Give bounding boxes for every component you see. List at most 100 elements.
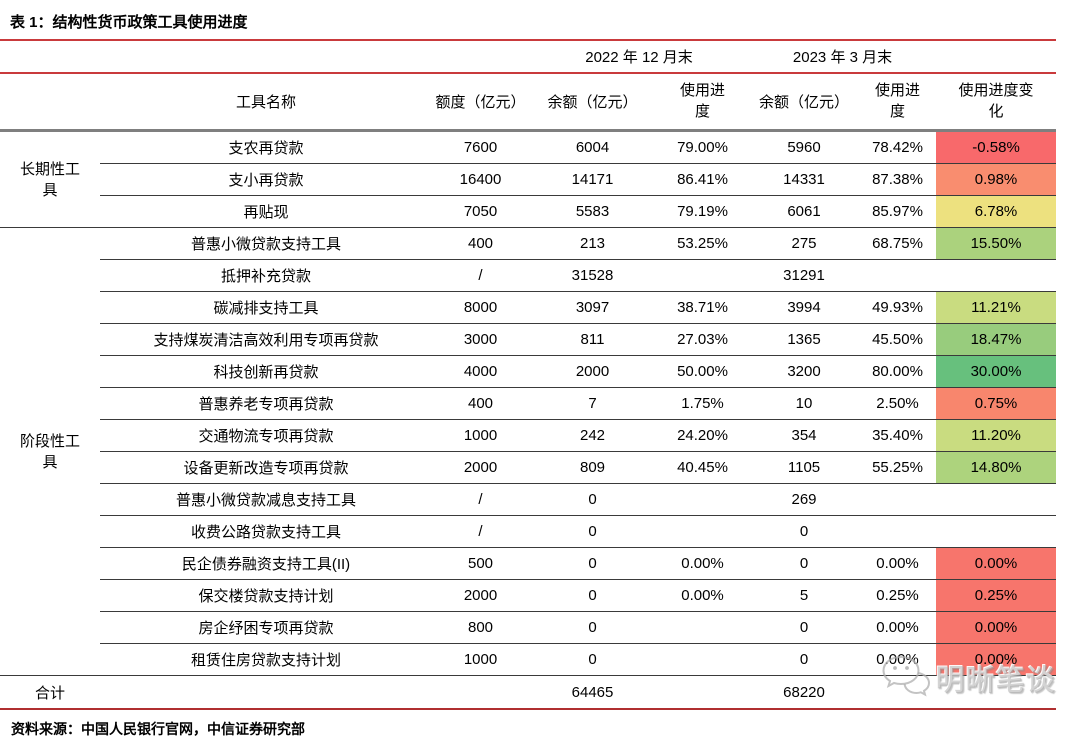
cell-progress-change: -0.58% xyxy=(936,130,1057,164)
table-row: 支小再贷款 16400 14171 86.41% 14331 87.38% 0.… xyxy=(0,163,1057,196)
cell-balance-2023: 5 xyxy=(749,579,860,612)
period-2022-header: 2022 年 12 月末 xyxy=(529,41,750,74)
cell-tool-name: 房企纾困专项再贷款 xyxy=(100,611,432,644)
column-header-spacer xyxy=(0,73,100,132)
cell-tool-name: 民企债券融资支持工具(II) xyxy=(100,547,432,580)
column-header-balance-2022: 余额（亿元） xyxy=(529,73,657,132)
cell-quota: 16400 xyxy=(432,163,530,196)
cell-balance-2023: 0 xyxy=(749,643,860,676)
table-row: 收费公路贷款支持工具 / 0 0 xyxy=(0,515,1057,548)
cell-progress-2022 xyxy=(656,259,750,292)
table-row: 碳减排支持工具 8000 3097 38.71% 3994 49.93% 11.… xyxy=(0,291,1057,324)
cell-balance-2023: 354 xyxy=(749,419,860,452)
group-label-phased: 阶段性工具 xyxy=(0,227,100,676)
cell-progress-change: 0.25% xyxy=(936,579,1057,612)
cell-quota: 800 xyxy=(432,611,530,644)
table-row: 房企纾困专项再贷款 800 0 0 0.00% 0.00% xyxy=(0,611,1057,644)
cell-progress-2023: 0.00% xyxy=(859,643,937,676)
cell-progress-2022: 40.45% xyxy=(656,451,750,484)
table-row: 再贴现 7050 5583 79.19% 6061 85.97% 6.78% xyxy=(0,195,1057,228)
cell-balance-2022: 0 xyxy=(529,515,657,548)
cell-balance-2022: 809 xyxy=(529,451,657,484)
cell-progress-2022: 79.00% xyxy=(656,130,750,164)
cell-progress-change: 14.80% xyxy=(936,451,1057,484)
column-header-progress-change: 使用进度变化 xyxy=(936,73,1057,132)
cell-balance-2022: 31528 xyxy=(529,259,657,292)
table-row: 租赁住房贷款支持计划 1000 0 0 0.00% 0.00% xyxy=(0,643,1057,676)
cell-balance-2023: 0 xyxy=(749,611,860,644)
cell-progress-change: 0.00% xyxy=(936,643,1057,676)
column-header-progress-2022: 使用进度 xyxy=(656,73,750,132)
cell-quota: 3000 xyxy=(432,323,530,356)
total-spacer xyxy=(432,675,530,710)
period-header-row: 2022 年 12 月末 2023 年 3 月末 xyxy=(0,41,1057,74)
total-balance-2023: 68220 xyxy=(749,675,860,710)
cell-progress-change xyxy=(936,483,1057,516)
cell-balance-2023: 275 xyxy=(749,227,860,260)
cell-balance-2022: 213 xyxy=(529,227,657,260)
cell-quota: 400 xyxy=(432,227,530,260)
page-title: 表 1：结构性货币政策工具使用进度 xyxy=(0,0,1056,41)
cell-progress-2023: 0.25% xyxy=(859,579,937,612)
cell-progress-change xyxy=(936,515,1057,548)
table-row: 支持煤炭清洁高效利用专项再贷款 3000 811 27.03% 1365 45.… xyxy=(0,323,1057,356)
column-header-quota: 额度（亿元） xyxy=(432,73,530,132)
cell-tool-name: 再贴现 xyxy=(100,195,432,228)
cell-tool-name: 收费公路贷款支持工具 xyxy=(100,515,432,548)
cell-progress-change: 11.20% xyxy=(936,419,1057,452)
table-row: 科技创新再贷款 4000 2000 50.00% 3200 80.00% 30.… xyxy=(0,355,1057,388)
cell-tool-name: 普惠小微贷款减息支持工具 xyxy=(100,483,432,516)
cell-progress-2023: 87.38% xyxy=(859,163,937,196)
cell-quota: 1000 xyxy=(432,419,530,452)
cell-progress-change: 30.00% xyxy=(936,355,1057,388)
cell-tool-name: 租赁住房贷款支持计划 xyxy=(100,643,432,676)
cell-progress-2023 xyxy=(859,515,937,548)
column-header-tool-name: 工具名称 xyxy=(100,73,432,132)
cell-balance-2022: 2000 xyxy=(529,355,657,388)
cell-quota: 7050 xyxy=(432,195,530,228)
total-spacer xyxy=(100,675,432,710)
cell-progress-change: 11.21% xyxy=(936,291,1057,324)
cell-balance-2022: 0 xyxy=(529,611,657,644)
cell-tool-name: 碳减排支持工具 xyxy=(100,291,432,324)
column-header-balance-2023: 余额（亿元） xyxy=(749,73,860,132)
cell-balance-2022: 5583 xyxy=(529,195,657,228)
cell-tool-name: 支小再贷款 xyxy=(100,163,432,196)
cell-balance-2023: 1365 xyxy=(749,323,860,356)
cell-progress-2022: 53.25% xyxy=(656,227,750,260)
total-spacer xyxy=(859,675,937,710)
cell-balance-2023: 31291 xyxy=(749,259,860,292)
cell-progress-change: 15.50% xyxy=(936,227,1057,260)
cell-balance-2022: 0 xyxy=(529,547,657,580)
cell-tool-name: 普惠养老专项再贷款 xyxy=(100,387,432,420)
cell-progress-change: 0.98% xyxy=(936,163,1057,196)
cell-balance-2023: 0 xyxy=(749,547,860,580)
cell-quota: 400 xyxy=(432,387,530,420)
cell-quota: 7600 xyxy=(432,130,530,164)
table-row: 设备更新改造专项再贷款 2000 809 40.45% 1105 55.25% … xyxy=(0,451,1057,484)
cell-progress-2023: 2.50% xyxy=(859,387,937,420)
total-label: 合计 xyxy=(0,675,100,710)
cell-progress-2022: 38.71% xyxy=(656,291,750,324)
cell-balance-2023: 6061 xyxy=(749,195,860,228)
cell-progress-2023: 80.00% xyxy=(859,355,937,388)
cell-progress-change: 18.47% xyxy=(936,323,1057,356)
cell-balance-2023: 10 xyxy=(749,387,860,420)
cell-tool-name: 支持煤炭清洁高效利用专项再贷款 xyxy=(100,323,432,356)
cell-quota: / xyxy=(432,483,530,516)
cell-progress-2022 xyxy=(656,643,750,676)
cell-progress-2022: 0.00% xyxy=(656,579,750,612)
cell-progress-2023: 0.00% xyxy=(859,611,937,644)
cell-progress-change: 6.78% xyxy=(936,195,1057,228)
data-source-note: 资料来源：中国人民银行官网，中信证券研究部 xyxy=(11,721,305,737)
cell-progress-2023: 45.50% xyxy=(859,323,937,356)
cell-quota: 500 xyxy=(432,547,530,580)
cell-quota: 2000 xyxy=(432,451,530,484)
cell-balance-2022: 6004 xyxy=(529,130,657,164)
cell-quota: 2000 xyxy=(432,579,530,612)
cell-tool-name: 设备更新改造专项再贷款 xyxy=(100,451,432,484)
cell-progress-2023 xyxy=(859,259,937,292)
cell-quota: 8000 xyxy=(432,291,530,324)
cell-balance-2022: 811 xyxy=(529,323,657,356)
